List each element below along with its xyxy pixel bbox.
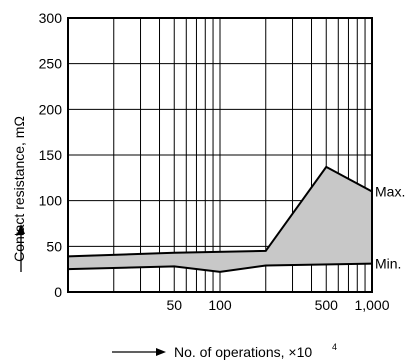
y-axis-title: Contact resistance, mΩ [11, 116, 27, 262]
x-tick-labels: 50 100 500 1,000 [166, 297, 389, 313]
series-label-min: Min. [375, 256, 401, 272]
y-tick-label: 50 [46, 238, 62, 254]
y-tick-label: 250 [39, 56, 63, 72]
y-axis-label: Contact resistance, mΩ [11, 116, 27, 262]
series-label-max: Max. [375, 184, 405, 200]
x-tick-label: 100 [208, 297, 232, 313]
x-tick-label: 50 [166, 297, 182, 313]
series-line-min [67, 262, 373, 273]
y-tick-label: 0 [54, 284, 62, 300]
x-tick-label: 1,000 [354, 297, 389, 313]
y-tick-label: 200 [39, 101, 63, 117]
x-axis-label: No. of operations, ×10 [174, 344, 312, 360]
y-tick-label: 150 [39, 147, 63, 163]
y-tick-label: 300 [39, 10, 63, 26]
x-tick-label: 500 [315, 297, 339, 313]
plot-frame [67, 17, 373, 293]
x-axis-label-exponent: 4 [332, 342, 337, 352]
x-axis-arrow-head [156, 348, 166, 356]
resistance-band-fill [68, 166, 372, 272]
y-tick-labels: 0 50 100 150 200 250 300 [39, 10, 63, 300]
y-tick-label: 100 [39, 193, 63, 209]
y-axis-arrow-head [17, 224, 25, 234]
series-line-max [67, 165, 373, 258]
